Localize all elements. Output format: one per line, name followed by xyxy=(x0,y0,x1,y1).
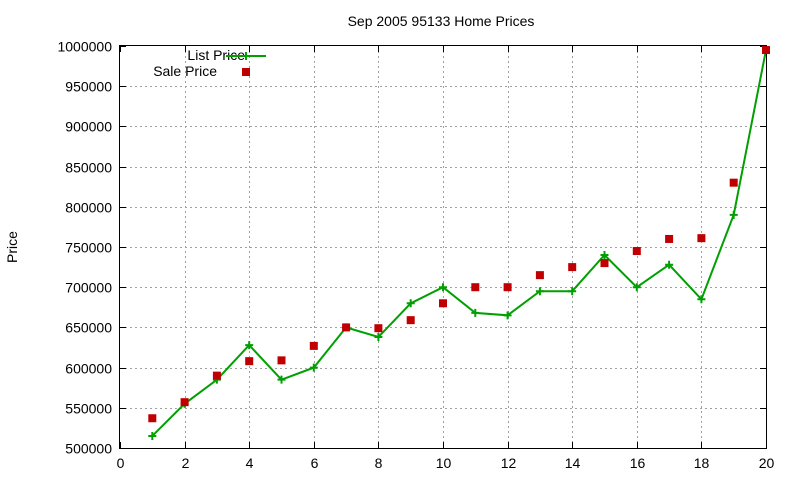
sale-price-point xyxy=(697,234,706,243)
list-price-point xyxy=(632,283,641,292)
y-tick-label: 500000 xyxy=(65,441,112,457)
x-tick-label: 18 xyxy=(694,455,710,471)
y-tick-label: 1000000 xyxy=(57,39,112,55)
y-tick-label: 700000 xyxy=(65,280,112,296)
legend-swatch-sale-price xyxy=(242,68,250,76)
list-price-line xyxy=(151,49,767,437)
list-price-point xyxy=(406,299,415,308)
y-tick-label: 850000 xyxy=(65,160,112,176)
x-tick-label: 12 xyxy=(501,455,517,471)
sale-price-point xyxy=(342,323,351,332)
list-price-point xyxy=(535,287,544,296)
list-price-point xyxy=(245,341,254,350)
sale-price-point xyxy=(729,178,738,187)
y-tick-label: 900000 xyxy=(65,119,112,135)
x-tick-label: 4 xyxy=(246,455,254,471)
y-tick-label: 600000 xyxy=(65,361,112,377)
sale-price-point xyxy=(245,357,254,366)
y-tick-label: 650000 xyxy=(65,320,112,336)
list-price-point xyxy=(665,260,674,269)
gridlines xyxy=(120,46,766,448)
sale-price-point xyxy=(406,316,415,325)
list-price-point xyxy=(697,295,706,304)
x-tick-label: 10 xyxy=(436,455,452,471)
list-price-point xyxy=(374,333,383,342)
x-tick-label: 8 xyxy=(375,455,383,471)
sale-price-point xyxy=(309,341,318,350)
y-tick-label: 550000 xyxy=(65,401,112,417)
list-price-point xyxy=(439,283,447,292)
y-axis-label: Price xyxy=(4,231,20,263)
list-price-point xyxy=(503,311,512,320)
y-tick-label: 750000 xyxy=(65,240,112,256)
x-tick-label: 20 xyxy=(759,455,775,471)
legend-label-sale-price: Sale Price xyxy=(153,63,217,79)
sale-price-point xyxy=(374,324,383,333)
sale-price-point xyxy=(212,371,221,380)
list-price-point xyxy=(309,363,318,372)
sale-price-point xyxy=(277,356,286,365)
series-layer xyxy=(148,46,770,440)
x-tick-label: 2 xyxy=(182,455,190,471)
x-tick-label: 0 xyxy=(117,455,125,471)
legend-label-list-price: List Price xyxy=(187,47,245,63)
sale-price-point xyxy=(568,263,577,272)
sale-price-point xyxy=(439,299,447,308)
list-price-point xyxy=(729,210,738,219)
axis-ticks: 500000 550000 600000 650000 700000 750000 8000… xyxy=(57,39,774,472)
x-tick-label: 6 xyxy=(311,455,319,471)
sale-price-point xyxy=(148,414,157,423)
list-price-point xyxy=(471,308,480,317)
list-price-point xyxy=(277,375,286,384)
plot-frame xyxy=(119,45,767,449)
y-tick-label: 950000 xyxy=(65,79,112,95)
sale-price-point xyxy=(535,271,544,280)
sale-price-point xyxy=(632,247,641,256)
list-price-point xyxy=(600,251,609,260)
x-tick-label: 16 xyxy=(630,455,646,471)
sale-price-point xyxy=(180,398,189,407)
list-price-point xyxy=(148,431,157,440)
chart-title: Sep 2005 95133 Home Prices xyxy=(348,13,535,29)
y-tick-label: 800000 xyxy=(65,200,112,216)
list-price-point xyxy=(568,287,577,296)
x-tick-label: 14 xyxy=(565,455,581,471)
legend-swatch-list-price-marker xyxy=(242,52,250,60)
sale-price-point xyxy=(600,259,609,268)
sale-price-point xyxy=(503,283,512,292)
sale-price-point xyxy=(665,234,674,243)
sale-price-point xyxy=(762,46,770,55)
sale-price-point xyxy=(471,283,480,292)
